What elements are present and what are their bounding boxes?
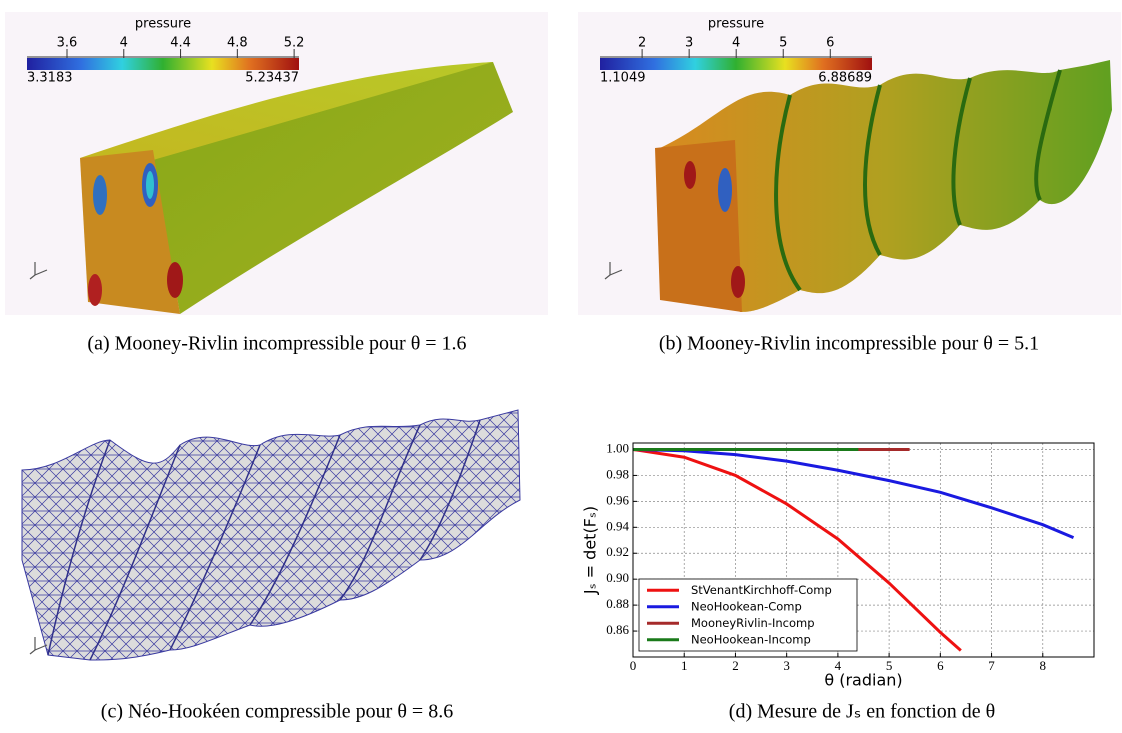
caption: (a) Mooney-Rivlin incompressible pour θ … [87,333,466,355]
colorbar-tick-label: 6 [826,36,834,51]
legend-label: MooneyRivlin-Incomp [691,616,815,630]
colorbar-max: 6.88689 [818,71,872,86]
y-axis-label: Jₛ = det(Fₛ) [581,506,600,595]
caption: (d) Mesure de Jₛ en fonction de θ [729,701,995,723]
colorbar-tick-label: 2 [638,36,646,51]
y-tick-label: 0.88 [606,596,629,611]
x-tick-label: 7 [988,658,995,673]
colorbar-min: 1.1049 [600,71,646,86]
x-tick-label: 4 [835,658,842,673]
colorbar-tick-label: 3 [685,36,693,51]
series-line [632,448,962,652]
y-tick-label: 0.98 [606,466,629,481]
x-tick-label: 3 [783,658,790,673]
y-tick-label: 0.86 [606,622,629,637]
colorbar-title: pressure [135,17,191,32]
y-tick-label: 0.90 [606,570,629,585]
x-tick-label: 1 [681,658,688,673]
colorbar-min: 3.3183 [27,71,73,86]
colorbar-tick-label: 4.4 [170,36,191,51]
y-tick-label: 0.96 [606,492,629,507]
colorbar-tick-label: 4.8 [227,36,248,51]
colorbar-tick-label: 5.2 [284,36,305,51]
colorbar-title: pressure [708,17,764,32]
x-tick-label: 2 [732,658,739,673]
caption: (b) Mooney-Rivlin incompressible pour θ … [659,333,1039,355]
x-tick-label: 8 [1040,658,1047,673]
colorbar [27,58,299,70]
colorbar-tick-label: 4 [732,36,740,51]
x-tick-label: 5 [886,658,893,673]
colorbar [600,58,872,70]
plot-frame [632,442,1095,658]
colorbar-tick-label: 4 [120,36,128,51]
caption: (c) Néo-Hookéen compressible pour θ = 8.… [101,701,453,723]
y-tick-label: 1.00 [606,440,629,455]
legend-label: NeoHookean-Comp [691,599,802,613]
legend-label: NeoHookean-Incomp [691,632,811,646]
y-tick-label: 0.94 [606,518,629,533]
x-axis-label: θ (radian) [824,671,902,690]
y-tick-label: 0.92 [606,544,629,559]
colorbar-tick-label: 3.6 [57,36,78,51]
colorbar-max: 5.23437 [245,71,299,86]
series-line [632,447,1075,540]
x-tick-label: 0 [630,658,637,673]
x-tick-label: 6 [937,658,944,673]
legend-label: StVenantKirchhoff-Comp [691,583,832,597]
colorbar-tick-label: 5 [779,36,787,51]
render-c [5,388,548,680]
